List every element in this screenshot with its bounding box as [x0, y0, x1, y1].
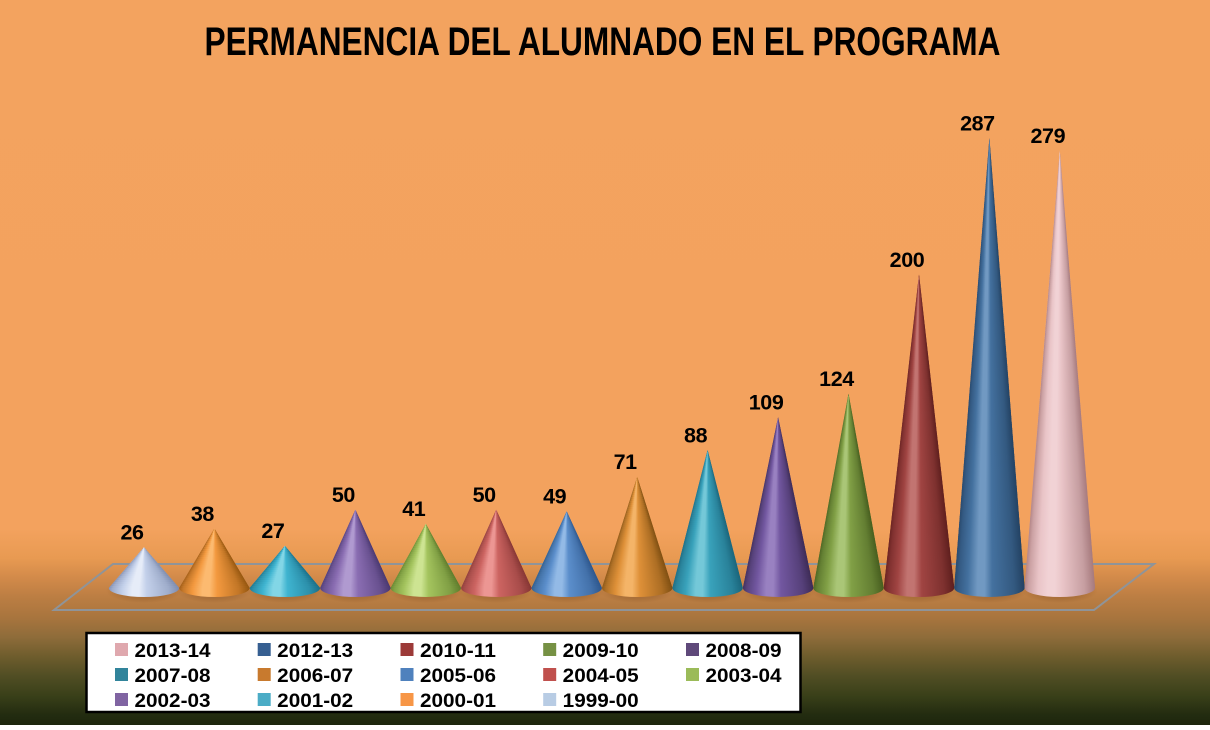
svg-text:41: 41 — [402, 497, 426, 521]
svg-text:2008-09: 2008-09 — [706, 641, 782, 662]
svg-text:50: 50 — [473, 483, 497, 507]
svg-text:2012-13: 2012-13 — [277, 641, 353, 662]
svg-text:2005-06: 2005-06 — [420, 666, 496, 687]
svg-text:2009-10: 2009-10 — [563, 641, 639, 662]
svg-text:1999-00: 1999-00 — [563, 691, 639, 712]
svg-text:2002-03: 2002-03 — [135, 691, 211, 712]
svg-text:38: 38 — [191, 502, 215, 526]
svg-text:88: 88 — [684, 424, 708, 448]
svg-text:PERMANENCIA DEL ALUMNADO EN EL: PERMANENCIA DEL ALUMNADO EN EL PROGRAMA — [205, 20, 1001, 64]
svg-text:49: 49 — [543, 485, 567, 509]
svg-text:26: 26 — [120, 521, 144, 545]
svg-text:50: 50 — [332, 483, 356, 507]
svg-text:27: 27 — [261, 519, 285, 543]
svg-text:2006-07: 2006-07 — [277, 666, 353, 687]
svg-text:109: 109 — [749, 391, 784, 415]
svg-text:71: 71 — [614, 450, 638, 474]
svg-text:287: 287 — [960, 112, 995, 136]
svg-text:2007-08: 2007-08 — [135, 666, 211, 687]
svg-text:2013-14: 2013-14 — [135, 641, 211, 662]
svg-text:2010-11: 2010-11 — [420, 641, 496, 662]
svg-text:279: 279 — [1030, 124, 1065, 148]
svg-text:2001-02: 2001-02 — [277, 691, 353, 712]
svg-text:2003-04: 2003-04 — [706, 666, 782, 687]
svg-text:124: 124 — [819, 367, 854, 391]
svg-text:2000-01: 2000-01 — [420, 691, 496, 712]
svg-text:200: 200 — [890, 248, 925, 272]
svg-text:2004-05: 2004-05 — [563, 666, 639, 687]
